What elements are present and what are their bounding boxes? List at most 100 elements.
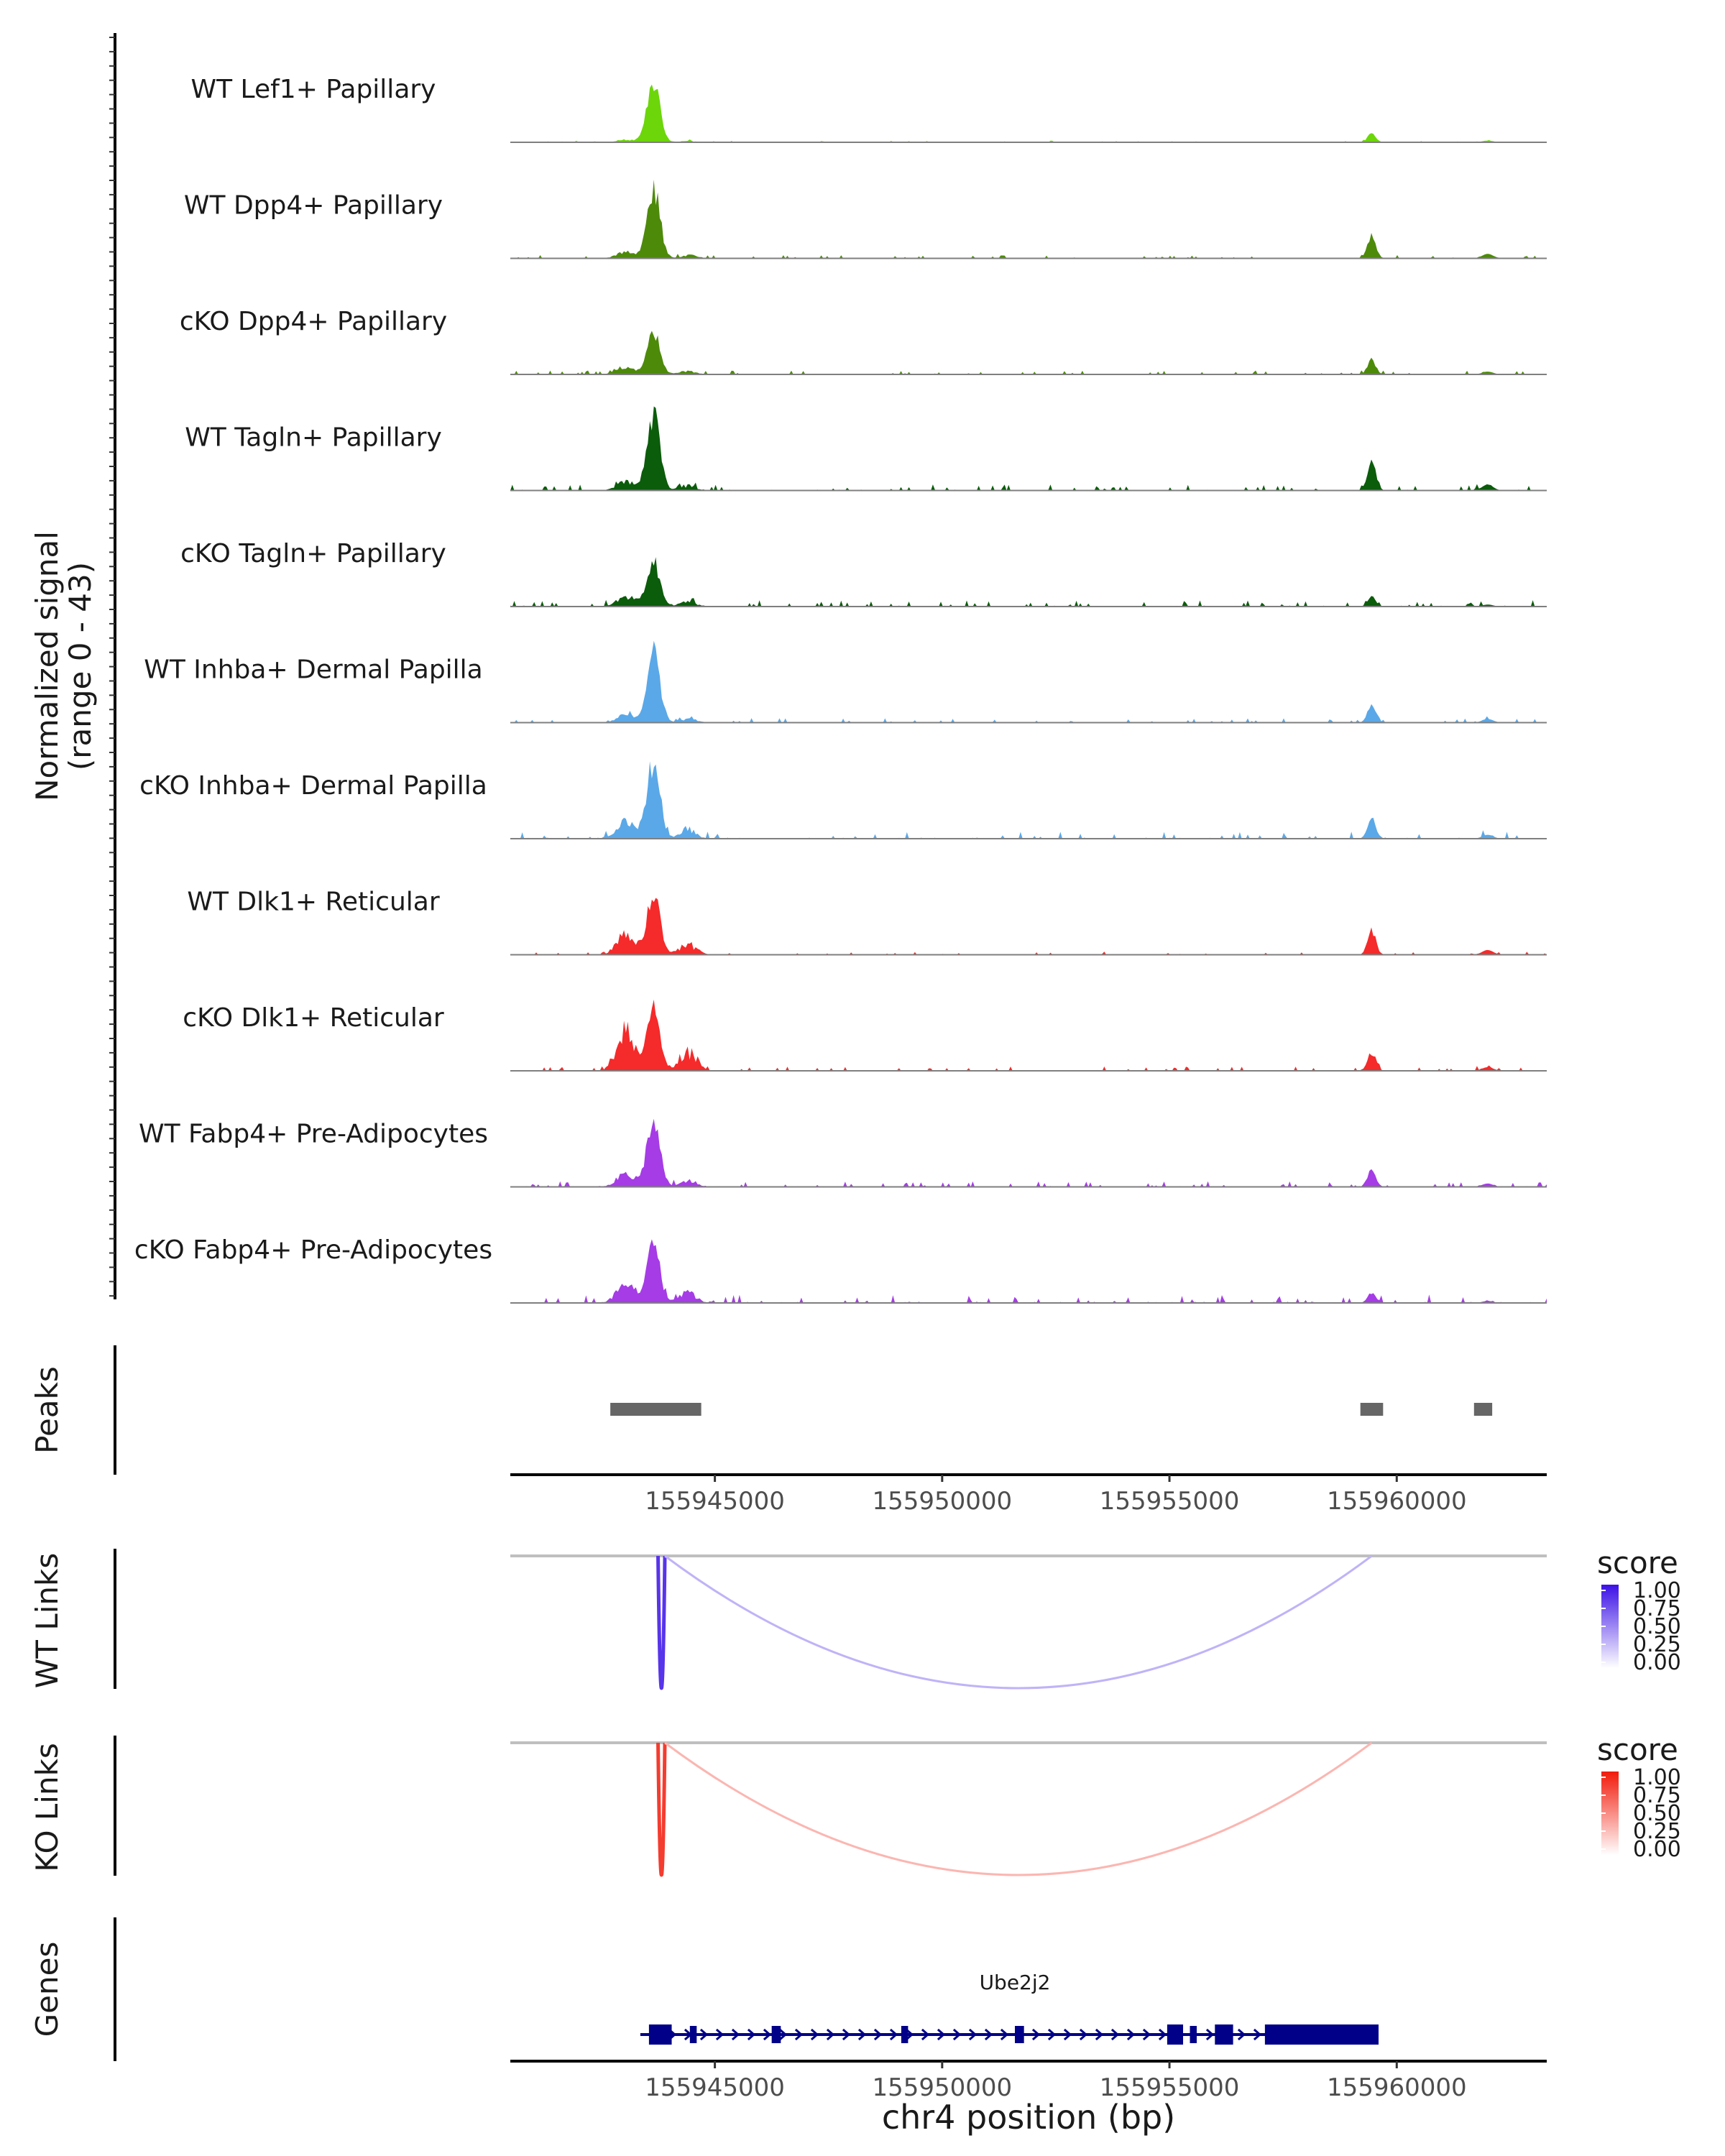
strand-arrow	[873, 2028, 883, 2041]
track-label: WT Inhba+ Dermal Papilla	[144, 655, 482, 685]
track-label: WT Lef1+ Papillary	[191, 75, 436, 104]
track-label: cKO Inhba+ Dermal Papilla	[139, 771, 487, 801]
coverage-area	[510, 640, 1547, 723]
peak-region	[1473, 1403, 1493, 1416]
strand-arrow	[1047, 2028, 1057, 2041]
strand-arrow	[1126, 2028, 1136, 2041]
link-arc	[656, 1555, 667, 1690]
link-arc	[664, 1554, 1373, 1690]
legend-tick-label: 0.25	[1633, 1632, 1681, 1657]
strand-arrow	[842, 2028, 851, 2041]
link-panel-label: WT Links	[29, 1553, 65, 1688]
coverage-area	[510, 331, 1547, 374]
legend-tick-label: 0.50	[1633, 1614, 1681, 1639]
coverage-area	[510, 1239, 1547, 1303]
coverage-area	[510, 898, 1547, 955]
strand-arrow	[731, 2028, 740, 2041]
coverage-track: WT Dlk1+ Reticular	[187, 888, 1547, 956]
strand-arrow	[794, 2028, 804, 2041]
coverage-track: cKO Tagln+ Papillary	[180, 539, 1547, 607]
strand-arrow	[715, 2028, 724, 2041]
peak-region	[1360, 1403, 1384, 1416]
coverage-track: WT Dpp4+ Papillary	[184, 180, 1547, 259]
strand-arrow	[826, 2028, 835, 2041]
coverage-tracks: WT Lef1+ Papillary WT Dpp4+ Papillary cKO …	[134, 75, 1547, 1304]
exon	[1167, 2024, 1184, 2045]
exon	[901, 2026, 908, 2043]
exon	[1015, 2026, 1024, 2043]
strand-arrow	[984, 2028, 993, 2041]
coverage-track: cKO Dlk1+ Reticular	[183, 999, 1547, 1072]
peak-regions	[610, 1403, 1493, 1416]
peak-region	[610, 1403, 702, 1416]
strand-arrow	[1237, 2028, 1246, 2041]
track-label: WT Dpp4+ Papillary	[184, 191, 443, 221]
legend-tick-label: 0.50	[1633, 1801, 1681, 1826]
legend-tick-label: 0.25	[1633, 1819, 1681, 1844]
link-panel-label: KO Links	[29, 1743, 65, 1872]
track-label: WT Fabp4+ Pre-Adipocytes	[139, 1120, 488, 1149]
x-tick-label: 155950000	[872, 1487, 1012, 1516]
exon	[689, 2026, 697, 2043]
gene-track: Ube2j2	[640, 1971, 1379, 2045]
coverage-track: cKO Dpp4+ Papillary	[180, 307, 1547, 375]
legend-title: score	[1597, 1732, 1678, 1767]
strand-arrow	[1253, 2028, 1262, 2041]
coverage-y-label: Normalized signal	[29, 531, 65, 801]
link-arc	[664, 1741, 1373, 1876]
strand-arrow	[1031, 2028, 1041, 2041]
strand-arrow	[952, 2028, 962, 2041]
legend-tick-label: 0.00	[1633, 1837, 1681, 1862]
strand-arrow	[763, 2028, 772, 2041]
x-tick-label: 155955000	[1100, 2073, 1240, 2102]
strand-arrow	[1205, 2028, 1215, 2041]
exon	[1264, 2024, 1379, 2045]
legend-tick-label: 0.75	[1633, 1783, 1681, 1808]
legend-tick-label: 1.00	[1633, 1578, 1681, 1603]
legend-tick-label: 0.00	[1633, 1650, 1681, 1675]
coverage-track: WT Tagln+ Papillary	[185, 406, 1547, 492]
track-label: cKO Dlk1+ Reticular	[183, 1003, 444, 1033]
x-tick-label: 155960000	[1327, 1487, 1467, 1516]
strand-arrow	[1000, 2028, 1009, 2041]
track-label: cKO Tagln+ Papillary	[180, 539, 446, 568]
link-arc	[656, 1742, 667, 1877]
strand-arrow	[889, 2028, 898, 2041]
strand-arrow	[857, 2028, 867, 2041]
track-label: cKO Dpp4+ Papillary	[180, 307, 447, 336]
strand-arrow	[937, 2028, 946, 2041]
strand-arrow	[778, 2028, 788, 2041]
gene-name: Ube2j2	[980, 1971, 1051, 1994]
coverage-y-ticks	[109, 37, 115, 1297]
strand-arrow	[1095, 2028, 1104, 2041]
coverage-area	[510, 999, 1547, 1071]
legend-tick-label: 0.75	[1633, 1596, 1681, 1621]
strand-arrow	[968, 2028, 978, 2041]
strand-arrow	[810, 2028, 819, 2041]
coverage-area	[510, 557, 1547, 607]
coverage-track: cKO Fabp4+ Pre-Adipocytes	[134, 1235, 1547, 1304]
coverage-track: WT Inhba+ Dermal Papilla	[144, 640, 1547, 724]
strand-arrow	[1079, 2028, 1088, 2041]
strand-arrow	[1158, 2028, 1167, 2041]
coverage-area	[510, 180, 1547, 259]
x-tick-label: 155945000	[645, 1487, 785, 1516]
peaks-panel: Peaks 155945000 155950000 155955000 1559600…	[29, 1345, 1547, 1516]
strand-arrow	[905, 2028, 914, 2041]
strand-arrow	[1110, 2028, 1120, 2041]
coverage-y-sublabel: (range 0 - 43)	[63, 562, 98, 770]
exon	[1190, 2026, 1197, 2043]
x-tick-label: 155955000	[1100, 1487, 1240, 1516]
x-axis-bottom: 155945000 155950000 155955000 155960000	[645, 2061, 1467, 2102]
x-axis-top: 155945000 155950000 155955000 155960000	[645, 1475, 1467, 1516]
track-label: WT Tagln+ Papillary	[185, 423, 442, 453]
coverage-area	[510, 1118, 1547, 1187]
strand-arrow	[1063, 2028, 1072, 2041]
strand-arrow	[699, 2028, 709, 2041]
coverage-panel: Normalized signal (range 0 - 43) WT Lef1…	[29, 33, 1547, 1304]
